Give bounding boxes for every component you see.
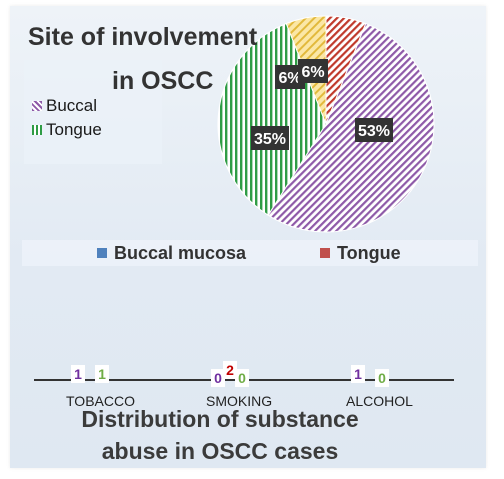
slice-label-text: 6% (301, 64, 324, 81)
buccal-pattern-swatch (32, 101, 42, 111)
data-label: 0 (238, 370, 246, 386)
data-label: 0 (214, 370, 222, 386)
slice-label-text: 35% (254, 131, 286, 148)
category-tobacco: TOBACCO (66, 393, 135, 409)
slice-label: 35% (251, 126, 289, 150)
pie-title-line2: in OSCC (112, 67, 214, 95)
pie-legend (24, 60, 162, 164)
pie-slice (267, 22, 435, 233)
data-label-background (71, 365, 85, 383)
legend-item-tongue-category: Tongue (320, 243, 401, 264)
legend-item-tongue: Tongue (32, 120, 102, 140)
legend-label-buccal-mucosa: Buccal mucosa (114, 242, 247, 263)
data-label: 1 (354, 366, 362, 382)
data-labels: 1 0 121 0 0 (71, 361, 389, 387)
slice-label-background (298, 59, 328, 83)
bar-title-line2: abuse in OSCC cases (101, 438, 339, 464)
legend-label-tongue-category: Tongue (337, 242, 401, 263)
data-label: 1 (74, 366, 82, 382)
pie-title-line1: Site of involvement (28, 23, 258, 51)
legend-label-tongue: Tongue (46, 120, 102, 139)
slice-label-background (355, 118, 393, 142)
data-label: 2 (226, 362, 234, 378)
slice-label-text: 53% (358, 123, 390, 140)
category-smoking: SMOKING (206, 393, 273, 409)
data-label-background (235, 369, 249, 387)
buccal-mucosa-swatch (97, 248, 107, 258)
pie-labels: 6% 6% 35% 53% (251, 59, 393, 150)
bar-title-line1: Distribution of substance (81, 406, 359, 432)
data-label: 1 (98, 366, 106, 382)
data-label-background (375, 369, 389, 387)
tongue-pattern-swatch (32, 125, 42, 135)
slice-label-background (251, 126, 289, 150)
category-alcohol: ALCOHOL (346, 393, 413, 409)
legend-label-buccal: Buccal (46, 96, 98, 115)
slice-label-text: 6% (278, 70, 301, 87)
category-legend: Buccal mucosa Tongue (22, 240, 478, 266)
data-label-background (95, 365, 109, 383)
legend-item-buccal-mucosa: Buccal mucosa (97, 243, 246, 264)
slice-label: 6% (298, 59, 328, 83)
tongue-swatch (320, 248, 330, 258)
data-label-background (351, 365, 365, 383)
legend-item-buccal: Buccal (32, 96, 97, 116)
slice-label: 53% (355, 118, 393, 142)
data-label-background (223, 361, 237, 379)
data-label-background (211, 369, 225, 387)
data-label: 0 (378, 370, 386, 386)
